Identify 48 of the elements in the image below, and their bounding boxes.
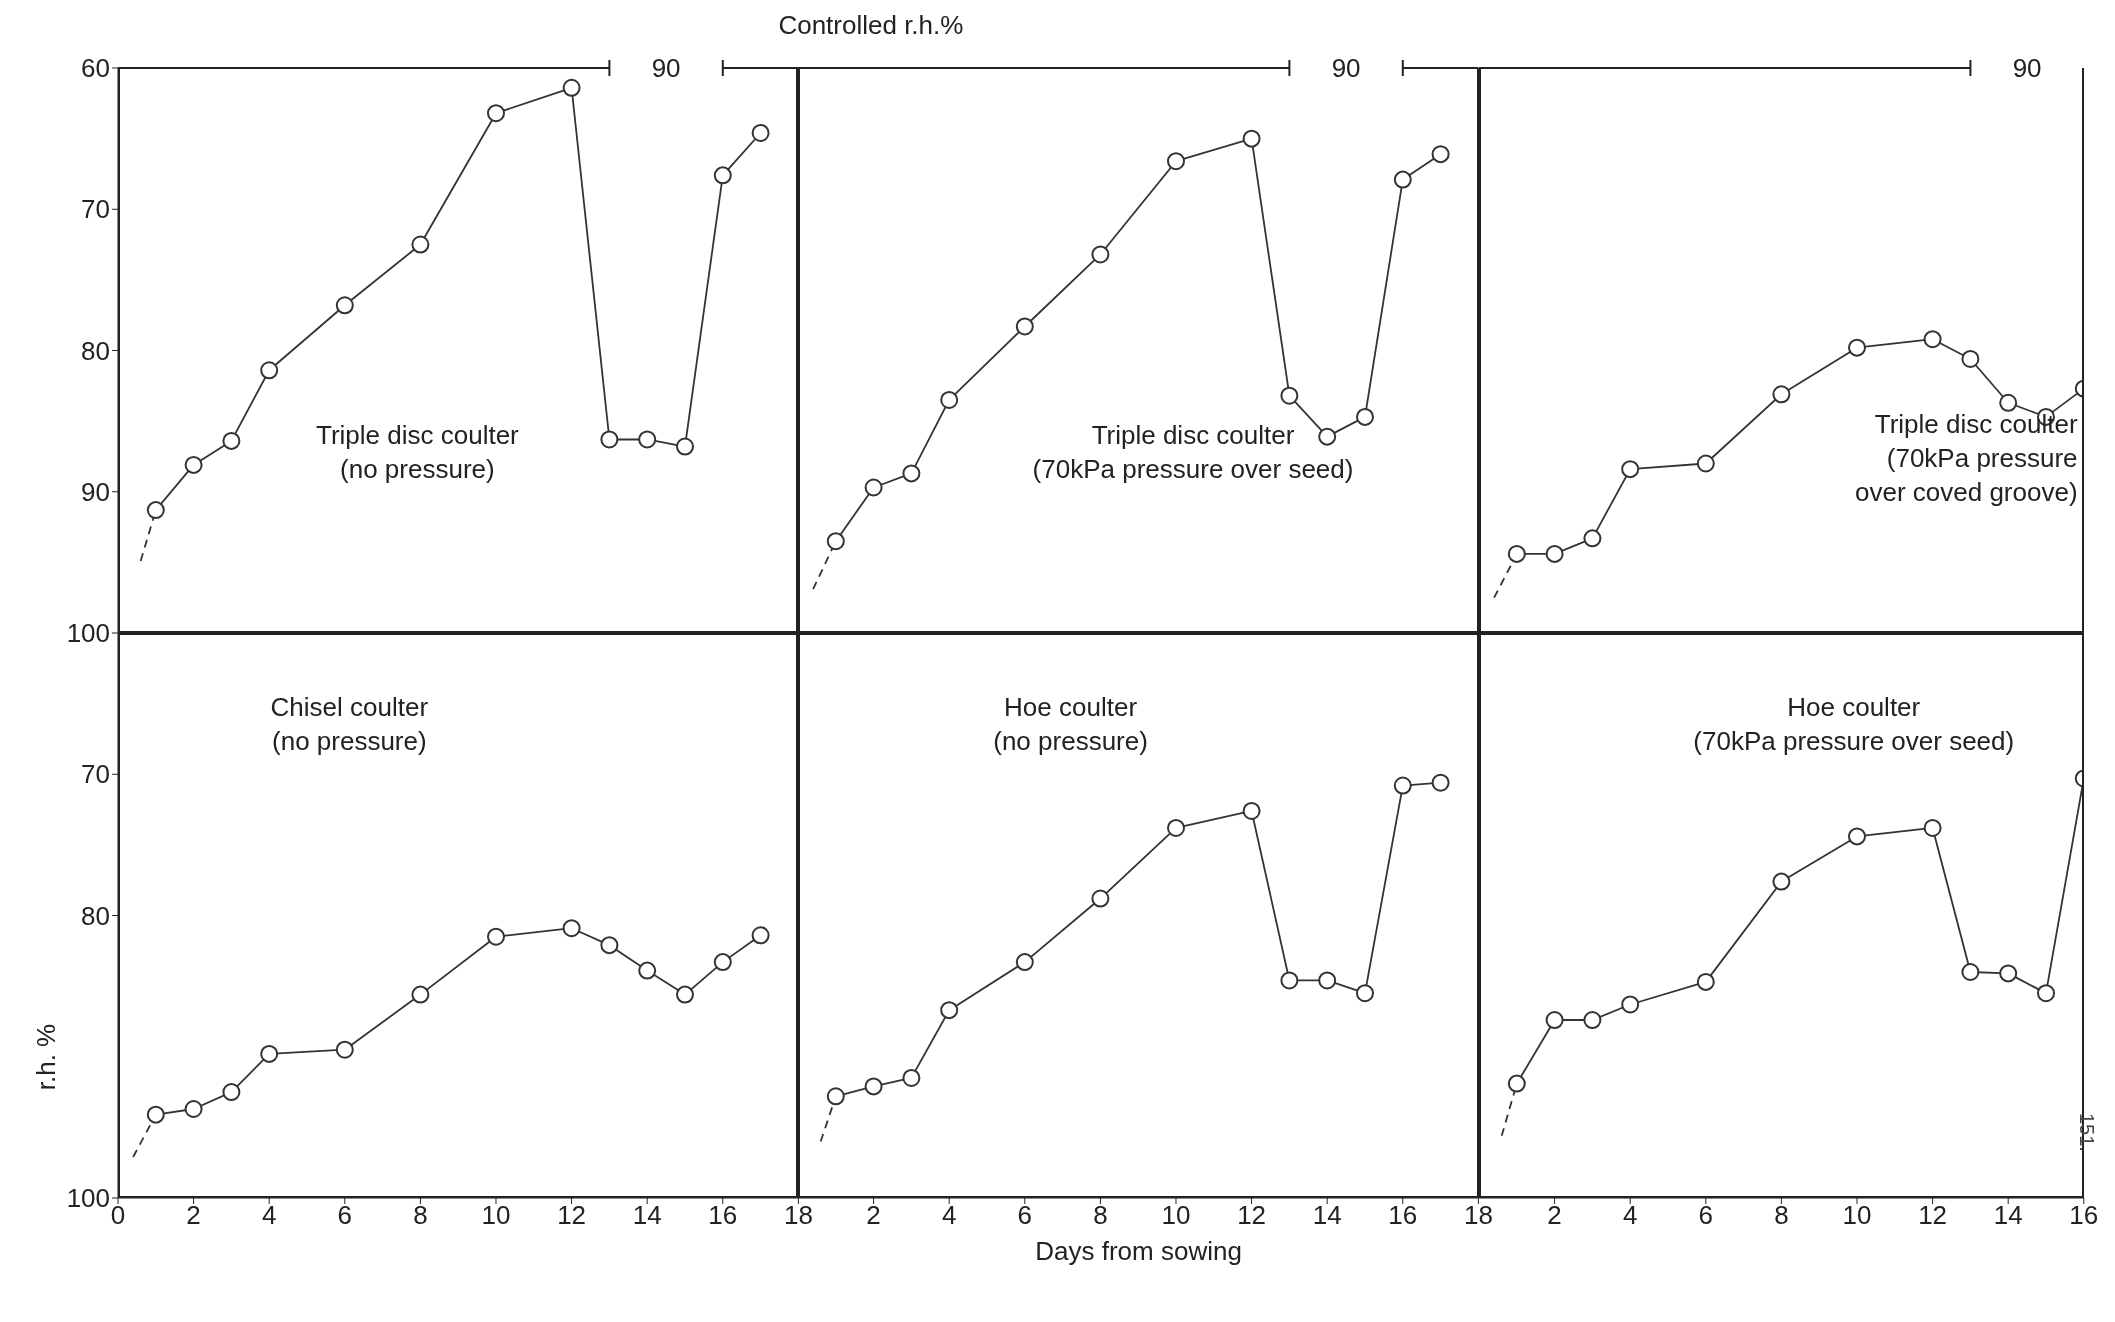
x-tick-label: 18	[1464, 1200, 1494, 1231]
y-tick-label: 80	[81, 335, 110, 366]
text: Triple disc coulter (70kPa pressure over coved groove)	[1854, 408, 2078, 509]
y-tick-label: 70	[81, 759, 110, 790]
x-tick-label: 14	[1313, 1200, 1343, 1231]
x-tick-label: 6	[1017, 1200, 1033, 1231]
y-tick-label: 100	[66, 1183, 110, 1214]
x-tick-label: 8	[1093, 1200, 1109, 1231]
x-tick-label: 4	[261, 1200, 277, 1231]
x-tick-label: 18	[783, 1200, 813, 1231]
text: Hoe coulter (70kPa pressure over seed)	[1692, 690, 2016, 758]
x-tick-label: 14	[1993, 1200, 2023, 1231]
x-axis-title: Days from sowing	[1034, 1236, 1243, 1267]
x-tick-label: 16	[1388, 1200, 1418, 1231]
x-tick-label: 10	[481, 1200, 511, 1231]
annotation: 90	[651, 53, 681, 83]
text: Triple disc coulter (no pressure)	[315, 419, 520, 487]
x-tick-label: 8	[1773, 1200, 1789, 1231]
y-tick-label: 70	[81, 194, 110, 225]
x-tick-label: 16	[2069, 1200, 2099, 1231]
y-axis-title: r.h. %	[30, 1023, 62, 1090]
x-tick-label: 2	[186, 1200, 201, 1231]
x-tick-label: 6	[1698, 1200, 1713, 1231]
x-tick-label: 0	[110, 1200, 126, 1231]
text: Triple disc coulter (70kPa pressure over seed)	[1031, 419, 1355, 487]
annotation: 90	[1332, 53, 1361, 83]
y-tick-label: 100	[66, 618, 110, 649]
text: Controlled r.h.%	[778, 10, 964, 41]
text: Hoe coulter (no pressure)	[992, 690, 1149, 758]
x-tick-label: 10	[1161, 1200, 1191, 1231]
x-tick-label: 2	[1547, 1200, 1562, 1231]
y-tick-label: 60	[81, 53, 110, 84]
x-tick-label: 14	[632, 1200, 662, 1231]
x-tick-label: 4	[942, 1200, 957, 1231]
annotation: 90	[2012, 53, 2042, 83]
x-tick-label: 12	[557, 1200, 587, 1231]
x-tick-label: 6	[337, 1200, 353, 1231]
x-tick-label: 10	[1842, 1200, 1872, 1231]
x-tick-label: 12	[1917, 1200, 1947, 1231]
x-tick-label: 12	[1237, 1200, 1267, 1231]
y-tick-label: 80	[81, 900, 110, 931]
x-tick-label: 4	[1622, 1200, 1638, 1231]
text: Chisel coulter (no pressure)	[269, 690, 430, 758]
x-tick-label: 16	[708, 1200, 738, 1231]
x-tick-label: 8	[413, 1200, 428, 1231]
y-tick-label: 90	[81, 476, 110, 507]
x-tick-label: 2	[866, 1200, 882, 1231]
annotation: 151.	[2074, 1113, 2098, 1153]
